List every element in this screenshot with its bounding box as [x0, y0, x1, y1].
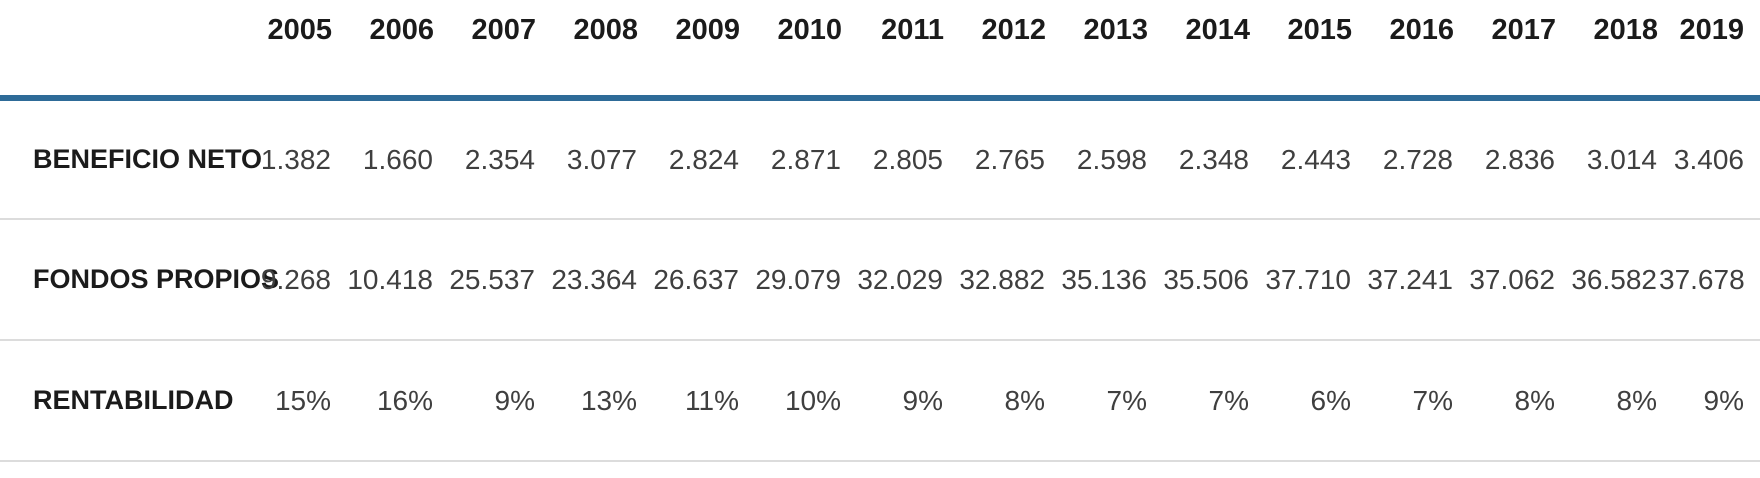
value-cell: 10% — [740, 340, 842, 462]
value-cell: 2.598 — [1046, 98, 1148, 220]
value-cell: 9% — [1658, 340, 1760, 462]
value-cell: 3.014 — [1556, 98, 1658, 220]
year-header: 2015 — [1250, 0, 1352, 101]
value-cell: 2.836 — [1454, 98, 1556, 220]
value-cell: 7% — [1352, 340, 1454, 462]
value-cell: 37.710 — [1250, 219, 1352, 341]
value-cell: 2.728 — [1352, 98, 1454, 220]
value-cell: 16% — [332, 340, 434, 462]
value-cell: 10.418 — [332, 219, 434, 341]
year-header: 2009 — [638, 0, 740, 101]
year-header: 2011 — [842, 0, 944, 101]
value-cell: 2.354 — [434, 98, 536, 220]
year-header-row: 2005 2006 2007 2008 2009 2010 2011 2012 2013 2014… — [0, 0, 1760, 101]
value-cell: 11% — [638, 340, 740, 462]
value-cell: 37.062 — [1454, 219, 1556, 341]
value-cell: 35.136 — [1046, 219, 1148, 341]
value-cell: 23.364 — [536, 219, 638, 341]
value-cell: 29.079 — [740, 219, 842, 341]
value-cell: 2.871 — [740, 98, 842, 220]
value-cell: 6% — [1250, 340, 1352, 462]
value-cell: 7% — [1046, 340, 1148, 462]
value-cell: 8% — [1556, 340, 1658, 462]
value-cell: 37.678 — [1658, 219, 1760, 341]
value-cell: 35.506 — [1148, 219, 1250, 341]
year-header: 2018 — [1556, 0, 1658, 101]
value-cell: 1.382 — [230, 98, 332, 220]
value-cell: 7% — [1148, 340, 1250, 462]
year-header: 2017 — [1454, 0, 1556, 101]
year-header: 2005 — [230, 0, 332, 101]
table-row: FONDOS PROPIOS 9.268 10.418 25.537 23.364 26.… — [0, 219, 1760, 341]
table-row: BENEFICIO NETO 1.382 1.660 2.354 3.077 2.824 2… — [0, 98, 1760, 220]
value-cell: 9% — [434, 340, 536, 462]
year-header: 2007 — [434, 0, 536, 101]
value-cell: 32.882 — [944, 219, 1046, 341]
year-header: 2019 — [1658, 0, 1760, 101]
value-cell: 25.537 — [434, 219, 536, 341]
value-cell: 3.077 — [536, 98, 638, 220]
value-cell: 2.805 — [842, 98, 944, 220]
year-header: 2008 — [536, 0, 638, 101]
row-label: FONDOS PROPIOS — [0, 219, 279, 341]
year-header: 2014 — [1148, 0, 1250, 101]
value-cell: 36.582 — [1556, 219, 1658, 341]
value-cell: 32.029 — [842, 219, 944, 341]
year-header: 2006 — [332, 0, 434, 101]
year-header: 2010 — [740, 0, 842, 101]
row-label: BENEFICIO NETO — [0, 98, 262, 220]
financial-table: 2005 2006 2007 2008 2009 2010 2011 2012 2013 2014… — [0, 0, 1760, 462]
value-cell: 1.660 — [332, 98, 434, 220]
value-cell: 9.268 — [230, 219, 332, 341]
value-cell: 8% — [1454, 340, 1556, 462]
value-cell: 9% — [842, 340, 944, 462]
value-cell: 8% — [944, 340, 1046, 462]
year-header: 2016 — [1352, 0, 1454, 101]
value-cell: 26.637 — [638, 219, 740, 341]
value-cell: 2.443 — [1250, 98, 1352, 220]
row-label: RENTABILIDAD — [0, 340, 233, 462]
value-cell: 15% — [230, 340, 332, 462]
table-row: RENTABILIDAD 15% 16% 9% 13% 11% 10% 9% 8% 7% 7% 6% 7… — [0, 340, 1760, 462]
value-cell: 2.765 — [944, 98, 1046, 220]
value-cell: 13% — [536, 340, 638, 462]
value-cell: 3.406 — [1658, 98, 1760, 220]
value-cell: 2.824 — [638, 98, 740, 220]
corner-cell — [0, 0, 230, 101]
table-body: BENEFICIO NETO 1.382 1.660 2.354 3.077 2.824 2… — [0, 98, 1760, 462]
year-header: 2012 — [944, 0, 1046, 101]
value-cell: 37.241 — [1352, 219, 1454, 341]
value-cell: 2.348 — [1148, 98, 1250, 220]
year-header: 2013 — [1046, 0, 1148, 101]
